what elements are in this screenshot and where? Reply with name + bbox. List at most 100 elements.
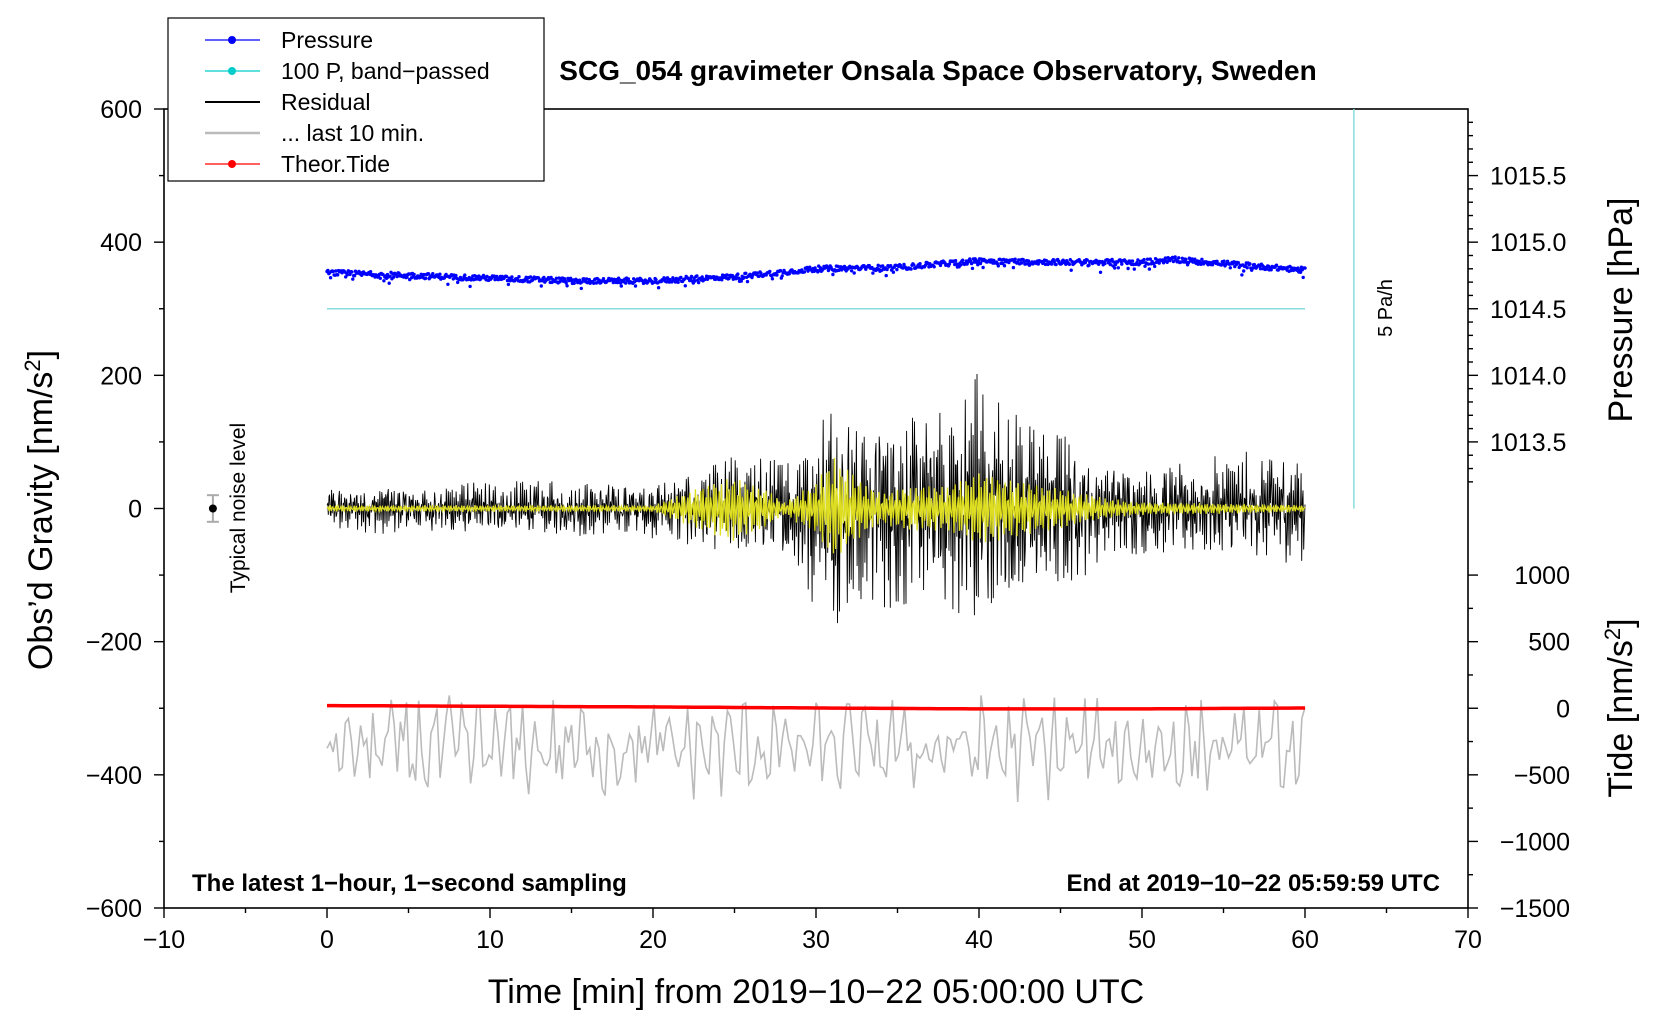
pressure-point [679,275,683,280]
pressure-point [1163,256,1168,260]
pressure-point [1142,257,1146,262]
pressure-point [350,270,354,274]
pressure-point [510,275,514,279]
pressure-tick-label: 1014.0 [1490,362,1566,390]
pressure-point [1141,260,1145,264]
pressure-point [446,282,450,286]
pressure-point [700,275,704,279]
pressure-point [654,278,658,282]
pressure-point [387,281,391,285]
series-layer [325,255,1307,803]
pressure-point [885,267,889,272]
pressure-point [1200,257,1204,261]
pressure-point [932,265,936,269]
pressure-point [895,267,899,272]
pressure-point [616,280,620,285]
legend-label: Theor.Tide [281,151,390,177]
pressure-point [818,266,823,270]
pressure-point [1113,262,1118,267]
pressure-point [1173,255,1177,259]
pressure-point [431,272,435,276]
pressure-point [1301,275,1305,280]
pressure-point [881,264,885,268]
pressure-point [463,273,467,277]
pressure-point [780,274,784,278]
pressure-point [392,275,396,279]
pressure-point [1298,270,1303,274]
pressure-point [1299,265,1304,269]
y-axis-label-tide: Tide [nm/s2] [1600,618,1641,797]
pressure-point [477,274,481,278]
x-tick-label: 20 [639,926,667,954]
pressure-point [938,263,943,268]
annotation-right: End at 2019−10−22 05:59:59 UTC [1066,870,1440,897]
pressure-point [426,272,431,276]
pressure-point [1011,265,1016,270]
pressure-point [626,277,631,281]
pressure-point [617,278,622,282]
pressure-point [485,274,489,279]
x-tick-label: 60 [1291,926,1319,954]
pressure-tick-label: 1014.5 [1490,296,1566,324]
pressure-point [326,268,330,273]
x-tick-labels: −10 0 10 20 30 40 50 60 70 [143,926,1482,954]
noise-level-label: Typical noise level [227,423,250,593]
pressure-point [1153,264,1157,269]
pressure-point [981,265,985,270]
pressure-point [1152,262,1156,266]
pressure-point [587,277,591,282]
pressure-point [1250,266,1255,270]
pressure-point [1130,259,1135,263]
pressure-point [775,273,779,277]
pressure-tick-label: 1015.0 [1490,229,1566,257]
pressure-point [1182,260,1186,264]
tide-tick-label: 500 [1528,629,1570,657]
tide-tick-labels: −1500 −1000 −500 0 500 1000 [1500,562,1570,923]
pressure-point [974,258,978,262]
pressure-point [1252,262,1257,267]
pressure-point [1143,264,1147,268]
rate-label: 5 Pa/h [1375,279,1397,337]
noise-level-marker [206,494,219,523]
pressure-point [727,276,731,281]
pressure-point [495,274,499,279]
pressure-point [597,278,601,282]
pressure-point [909,267,913,271]
pressure-point [970,266,975,271]
y-label-left-sup: 2 [20,359,45,371]
pressure-point [601,277,606,281]
pressure-point [1098,270,1103,274]
pressure-point [836,264,840,269]
legend-marker [228,36,236,44]
pressure-point [978,261,983,266]
legend-marker [228,160,236,168]
pressure-point [592,281,596,285]
pressure-point [736,272,740,276]
pressure-point [1147,267,1152,271]
pressure-point [1186,261,1191,265]
pressure-point [624,281,628,285]
pressure-point [1245,266,1249,270]
pressure-point [1126,266,1130,271]
pressure-point [1157,261,1161,265]
pressure-point [770,277,775,281]
annotation-left: The latest 1−hour, 1−second sampling [192,870,627,897]
x-axis-label: Time [min] from 2019−10−22 05:00:00 UTC [488,973,1144,1011]
y-label-tide-end: ] [1602,618,1640,627]
pressure-point [1097,262,1101,266]
legend-entry: Residual [205,89,371,115]
pressure-point [693,279,697,283]
pressure-point [633,284,638,288]
pressure-point [996,264,1000,268]
pressure-point [572,281,576,285]
pressure-point [725,273,729,277]
pressure-point [739,279,743,283]
pressure-point [554,276,559,280]
pressure-point [504,274,509,279]
residual-series [326,373,1306,624]
pressure-point [456,280,460,285]
y-label-left-main: Obs’d Gravity [nm/s [22,372,60,671]
tide-tick-label: 1000 [1514,562,1570,590]
pressure-point [1103,261,1107,266]
